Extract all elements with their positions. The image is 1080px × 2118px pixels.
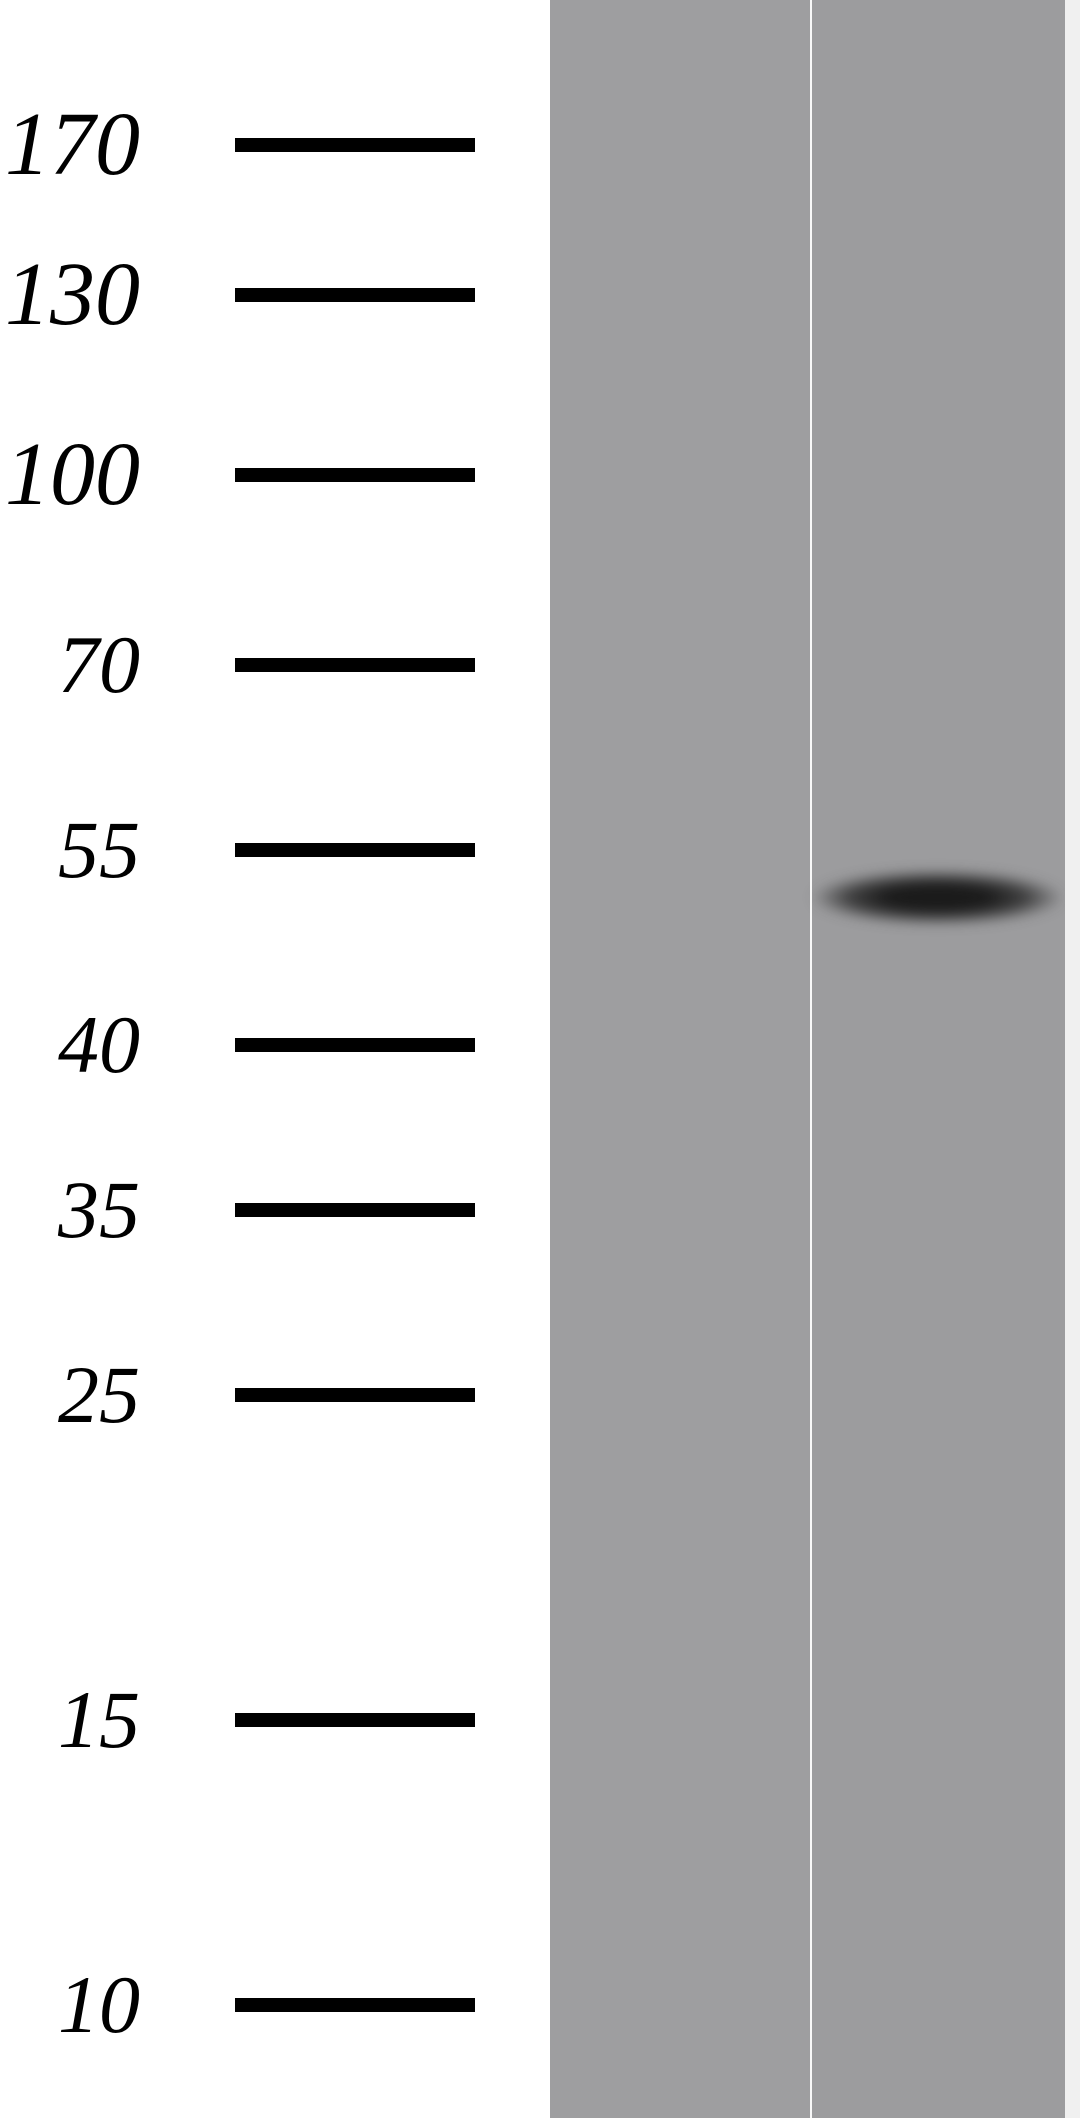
- ladder-label: 70: [0, 624, 180, 706]
- ladder-tick: [235, 288, 475, 302]
- ladder-marker-55: 55: [0, 835, 540, 865]
- blot-lane-1: [550, 0, 810, 2118]
- ladder-marker-170: 170: [0, 130, 540, 160]
- ladder-tick: [235, 1038, 475, 1052]
- ladder-label: 15: [0, 1679, 180, 1761]
- ladder-tick: [235, 1203, 475, 1217]
- ladder-tick: [235, 1998, 475, 2012]
- blot-lane-2: [810, 0, 1065, 2118]
- ladder-marker-35: 35: [0, 1195, 540, 1225]
- western-blot-container: 170 130 100 70 55 40 35 25 15 10: [0, 0, 1080, 2118]
- ladder-label: 130: [0, 250, 180, 340]
- protein-band: [810, 870, 1065, 925]
- ladder-label: 10: [0, 1964, 180, 2046]
- ladder-tick: [235, 1713, 475, 1727]
- ladder-label: 100: [0, 430, 180, 520]
- ladder-label: 25: [0, 1354, 180, 1436]
- ladder-marker-15: 15: [0, 1705, 540, 1735]
- ladder-tick: [235, 1388, 475, 1402]
- ladder-tick: [235, 658, 475, 672]
- right-edge: [1065, 0, 1080, 2118]
- ladder-label: 55: [0, 809, 180, 891]
- molecular-weight-ladder: 170 130 100 70 55 40 35 25 15 10: [0, 0, 540, 2118]
- ladder-tick: [235, 468, 475, 482]
- ladder-marker-25: 25: [0, 1380, 540, 1410]
- blot-lanes-area: [540, 0, 1080, 2118]
- ladder-tick: [235, 843, 475, 857]
- ladder-marker-130: 130: [0, 280, 540, 310]
- ladder-tick: [235, 138, 475, 152]
- ladder-marker-100: 100: [0, 460, 540, 490]
- ladder-label: 40: [0, 1004, 180, 1086]
- ladder-label: 35: [0, 1169, 180, 1251]
- ladder-label: 170: [0, 100, 180, 190]
- ladder-marker-70: 70: [0, 650, 540, 680]
- ladder-marker-40: 40: [0, 1030, 540, 1060]
- ladder-marker-10: 10: [0, 1990, 540, 2020]
- lane-separator: [810, 0, 812, 2118]
